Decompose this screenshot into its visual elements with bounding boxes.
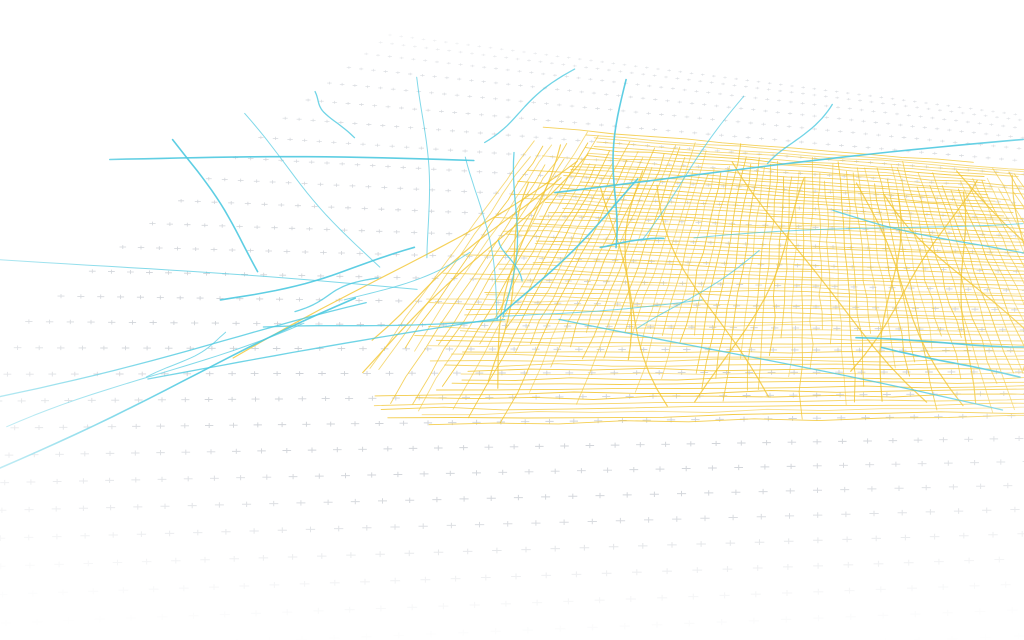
- map-scene[interactable]: [0, 0, 1024, 640]
- map-canvas[interactable]: [0, 0, 1024, 640]
- edge-fade-radial: [0, 0, 1024, 640]
